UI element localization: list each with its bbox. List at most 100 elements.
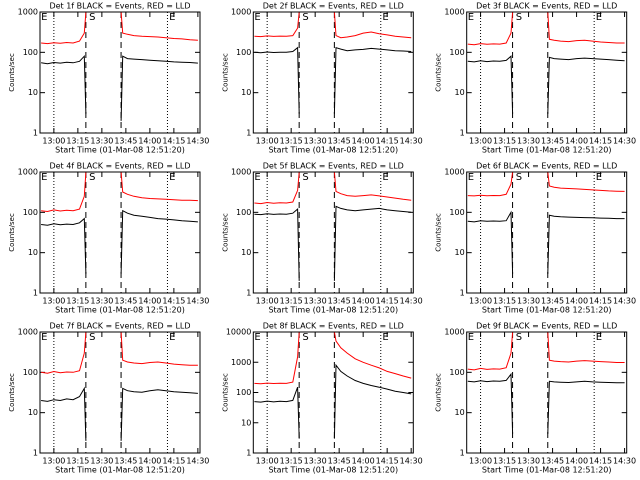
- panel: Det 3f BLACK = Events, RED = LLD Start Ti…: [435, 2, 636, 155]
- x-tick-label: 13:30: [90, 137, 113, 146]
- y-tick-label: 1: [460, 449, 465, 458]
- plot-frame: [252, 11, 414, 134]
- plot-frame: [39, 171, 201, 294]
- annotation: S: [516, 172, 522, 183]
- x-tick-label: 14:15: [589, 297, 612, 306]
- series-line: [41, 171, 198, 213]
- annotation: E: [596, 172, 602, 183]
- x-axis-label: Start Time (01-Mar-08 12:51:20): [268, 306, 398, 315]
- series-line: [254, 171, 412, 205]
- y-tick-label: 100: [23, 208, 38, 217]
- x-tick-label: 13:45: [114, 457, 137, 466]
- x-tick-label: 14:30: [400, 137, 423, 146]
- panel: Det 6f BLACK = Events, RED = LLD Start Ti…: [435, 162, 636, 315]
- series-line: [254, 363, 412, 439]
- x-axis-label: Start Time (01-Mar-08 12:51:20): [55, 306, 185, 315]
- x-tick-label: 14:15: [162, 457, 185, 466]
- x-tick-label: 13:15: [493, 137, 516, 146]
- y-tick-label: 1000: [444, 168, 464, 177]
- y-tick-label: 1: [246, 129, 251, 138]
- x-axis-label: Start Time (01-Mar-08 12:51:20): [55, 466, 185, 475]
- y-tick-label: 10: [28, 88, 38, 97]
- chart-title: Det 4f BLACK = Events, RED = LLD: [49, 162, 190, 171]
- annotation: E: [382, 12, 388, 23]
- x-tick-label: 13:15: [493, 457, 516, 466]
- x-tick-label: 14:00: [565, 297, 588, 306]
- annotation: S: [302, 332, 308, 343]
- x-axis-label: Start Time (01-Mar-08 12:51:20): [482, 146, 612, 155]
- y-tick-label: 1: [460, 289, 465, 298]
- panel: Det 2f BLACK = Events, RED = LLD Start Ti…: [221, 2, 422, 155]
- x-tick-label: 13:00: [256, 297, 279, 306]
- y-tick-label: 10: [455, 248, 465, 257]
- y-tick-label: 100: [23, 48, 38, 57]
- y-tick-label: 1000: [231, 168, 251, 177]
- x-tick-label: 14:15: [589, 457, 612, 466]
- y-axis-label: Counts/sec: [8, 53, 16, 92]
- annotation: E: [41, 332, 47, 343]
- x-tick-label: 13:15: [66, 137, 89, 146]
- panel: Det 4f BLACK = Events, RED = LLD Start Ti…: [8, 162, 209, 315]
- y-tick-label: 1000: [444, 328, 464, 337]
- x-tick-label: 14:15: [376, 297, 399, 306]
- y-tick-label: 1000: [231, 358, 251, 367]
- x-tick-label: 13:00: [42, 137, 65, 146]
- chart-title: Det 1f BLACK = Events, RED = LLD: [49, 2, 190, 11]
- y-tick-label: 10: [455, 408, 465, 417]
- chart-title: Det 6f BLACK = Events, RED = LLD: [476, 162, 617, 171]
- annotation: E: [41, 172, 47, 183]
- y-tick-label: 1000: [231, 8, 251, 17]
- annotation: E: [382, 332, 388, 343]
- annotation: E: [254, 12, 260, 23]
- x-tick-label: 13:45: [328, 137, 351, 146]
- x-tick-label: 13:45: [541, 457, 564, 466]
- x-tick-label: 13:15: [66, 457, 89, 466]
- chart-title: Det 2f BLACK = Events, RED = LLD: [263, 2, 404, 11]
- series-line: [254, 11, 412, 39]
- x-tick-label: 14:00: [138, 137, 161, 146]
- panel: Det 5f BLACK = Events, RED = LLD Start Ti…: [221, 162, 422, 315]
- series-line: [41, 11, 198, 45]
- panel: Det 9f BLACK = Events, RED = LLD Start Ti…: [435, 322, 636, 475]
- annotation: E: [41, 12, 47, 23]
- x-tick-label: 14:15: [376, 457, 399, 466]
- x-tick-label: 14:15: [376, 137, 399, 146]
- x-tick-label: 13:30: [90, 297, 113, 306]
- x-tick-label: 13:45: [541, 137, 564, 146]
- y-tick-label: 100: [449, 368, 464, 377]
- x-tick-label: 13:00: [256, 137, 279, 146]
- y-tick-label: 1: [460, 129, 465, 138]
- y-axis-label: Counts/sec: [435, 53, 443, 92]
- y-axis-label: Counts/sec: [221, 53, 229, 92]
- annotation: E: [169, 332, 175, 343]
- annotation: E: [169, 172, 175, 183]
- series-line: [41, 54, 198, 121]
- x-tick-label: 13:45: [541, 297, 564, 306]
- x-axis-label: Start Time (01-Mar-08 12:51:20): [482, 466, 612, 475]
- x-tick-label: 13:00: [469, 457, 492, 466]
- annotation: E: [382, 172, 388, 183]
- y-tick-label: 100: [449, 48, 464, 57]
- x-tick-label: 13:30: [90, 457, 113, 466]
- x-tick-label: 13:30: [304, 137, 327, 146]
- chart-title: Det 3f BLACK = Events, RED = LLD: [476, 2, 617, 11]
- annotation: S: [516, 332, 522, 343]
- y-tick-label: 100: [236, 208, 251, 217]
- x-tick-label: 13:45: [114, 137, 137, 146]
- series-line: [467, 171, 625, 197]
- chart-title: Det 8f BLACK = Events, RED = LLD: [263, 322, 404, 331]
- y-tick-label: 100: [236, 388, 251, 397]
- y-tick-label: 10: [241, 88, 251, 97]
- series-line: [467, 331, 625, 371]
- y-tick-label: 1: [246, 449, 251, 458]
- annotation: E: [596, 12, 602, 23]
- x-tick-label: 13:00: [42, 297, 65, 306]
- plot-frame: [466, 11, 628, 134]
- series-line: [41, 331, 198, 374]
- annotation: S: [516, 12, 522, 23]
- y-tick-label: 1000: [18, 328, 38, 337]
- plot-frame: [39, 331, 201, 454]
- y-tick-label: 1000: [444, 8, 464, 17]
- panel: Det 7f BLACK = Events, RED = LLD Start Ti…: [8, 322, 209, 475]
